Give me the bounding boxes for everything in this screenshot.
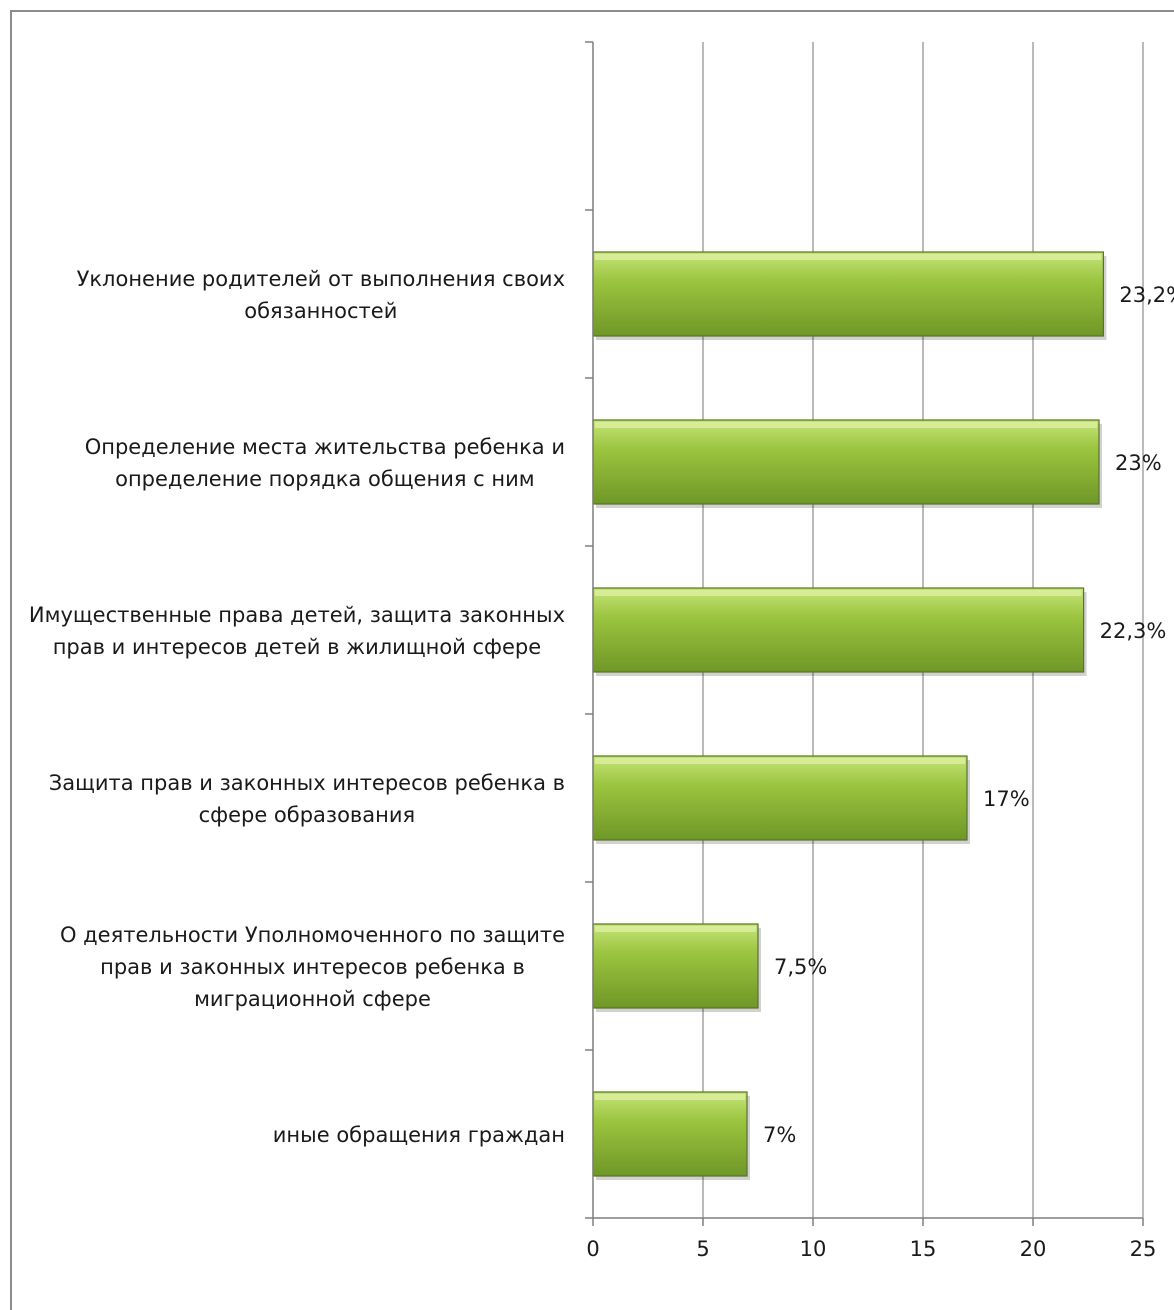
- bar-highlight: [595, 758, 965, 764]
- category-label: О деятельности Уполномоченного по защите…: [60, 923, 565, 1011]
- chart-frame: [10, 10, 1174, 1310]
- bar-highlight: [595, 254, 1102, 260]
- category-label: Защита прав и законных интересов ребенка…: [49, 771, 565, 827]
- bar-highlight: [595, 590, 1082, 596]
- x-tick-label: 0: [586, 1237, 599, 1261]
- data-label: 23%: [1115, 451, 1162, 475]
- bar: [592, 251, 1104, 337]
- bar: [592, 755, 968, 841]
- bar-highlight: [595, 926, 756, 932]
- x-tick-label: 10: [800, 1237, 827, 1261]
- bar-highlight: [595, 1094, 745, 1100]
- data-label: 17%: [983, 787, 1030, 811]
- bars: [592, 251, 1107, 1180]
- data-label: 22,3%: [1100, 619, 1167, 643]
- bar: [592, 923, 759, 1009]
- data-label: 7,5%: [774, 955, 827, 979]
- x-tick-label: 15: [910, 1237, 937, 1261]
- category-label: Имущественные права детей, защита законн…: [29, 603, 565, 659]
- axes: [585, 41, 1144, 1226]
- category-label: иные обращения граждан: [273, 1123, 565, 1147]
- category-label: Уклонение родителей от выполнения своих о…: [77, 267, 565, 323]
- x-tick-label: 20: [1020, 1237, 1047, 1261]
- data-label: 23,2%: [1119, 283, 1174, 307]
- bar-chart: 0 5 10 15 20 25 23,2% Уклонение родителей от вы…: [29, 41, 1174, 1261]
- bar: [592, 1091, 748, 1177]
- x-tick-label: 5: [696, 1237, 709, 1261]
- labels: 0 5 10 15 20 25 23,2% Уклонение родителей от вы…: [29, 267, 1174, 1261]
- bar: [592, 587, 1085, 673]
- x-tick-label: 25: [1130, 1237, 1157, 1261]
- category-label: Определение места жительства ребенка и оп…: [85, 435, 565, 491]
- bar: [592, 419, 1100, 505]
- bar-highlight: [595, 422, 1097, 428]
- data-label: 7%: [763, 1123, 796, 1147]
